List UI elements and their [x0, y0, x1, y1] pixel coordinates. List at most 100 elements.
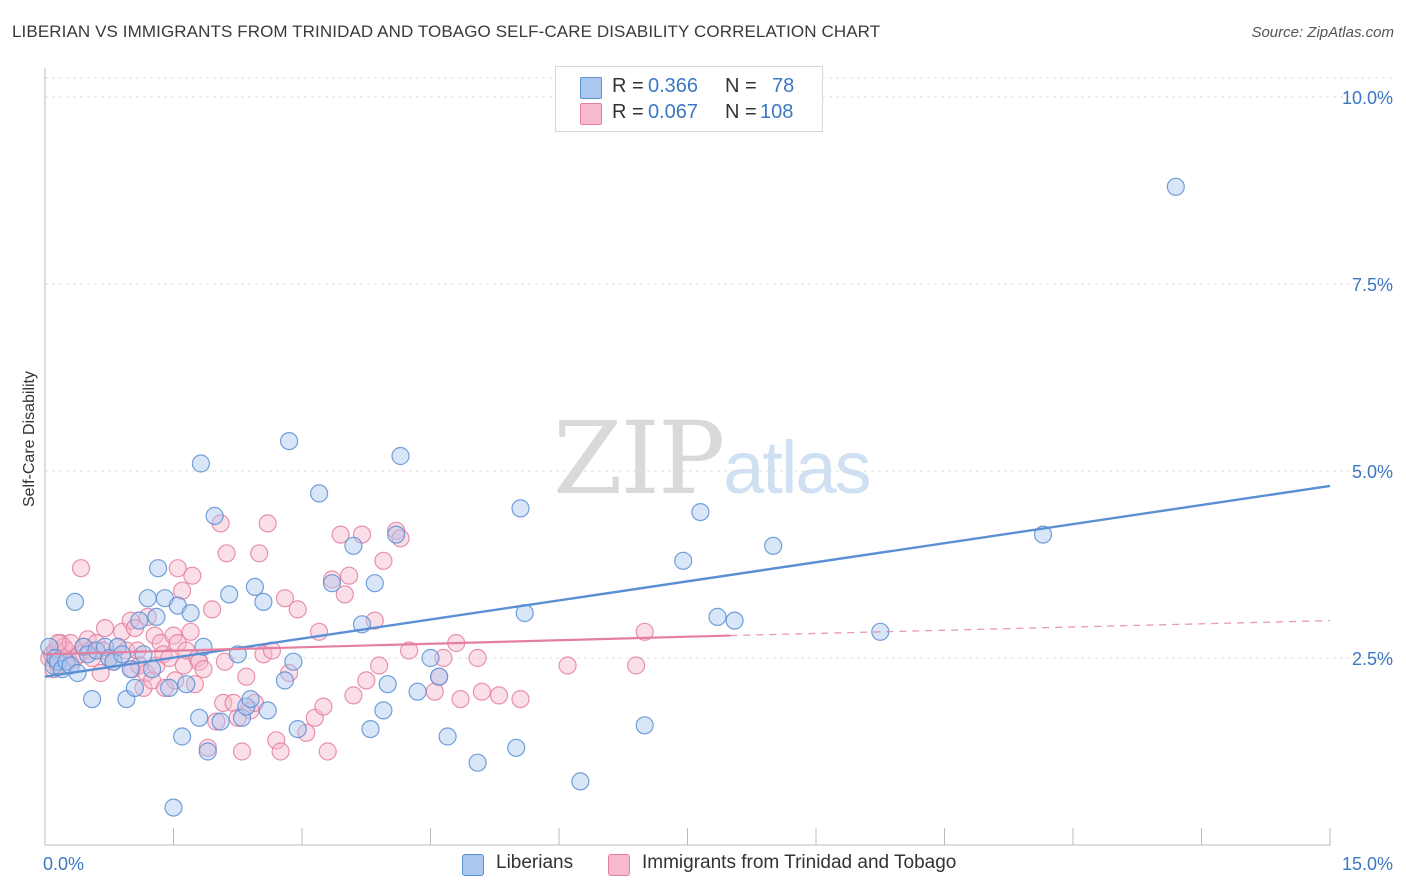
liberian-point [82, 689, 102, 709]
trinidad-point [340, 566, 359, 585]
x-tick-label: 15.0% [1342, 854, 1393, 874]
correlation-legend: R = 0.366 N = 78 R = 0.067 N = 108 [555, 66, 823, 132]
liberian-point [571, 772, 590, 791]
liberian-point [408, 682, 427, 701]
liberian-point [143, 660, 162, 679]
watermark-atlas: atlas [723, 426, 871, 509]
trinidad-point [181, 622, 200, 641]
series-swatch-blue [462, 854, 484, 876]
trinidad-point [489, 686, 509, 705]
trinidad-point [168, 559, 187, 578]
watermark: ZIPatlas [553, 400, 872, 517]
y-axis-label: Self-Care Disability [21, 370, 38, 508]
trinidad-point [288, 600, 307, 619]
gridlines [45, 77, 1392, 659]
liberian-point [378, 675, 397, 694]
trinidad-point [374, 551, 393, 570]
legend-n-value: 78 [772, 75, 795, 97]
trinidad-point [207, 712, 226, 731]
liberian-point [284, 652, 303, 671]
liberian-point [130, 611, 149, 630]
trinidad-point [145, 626, 164, 645]
liberian-point [387, 525, 406, 544]
liberian-trend-line [44, 484, 1331, 678]
liberian-point [322, 574, 342, 593]
liberian-point [147, 607, 166, 627]
liberian-point [361, 719, 380, 739]
liberian-point [160, 678, 179, 698]
trinidad-trend-extension [730, 619, 1331, 637]
series-swatch-pink [608, 854, 630, 876]
liberian-point [112, 645, 132, 664]
liberian-point [310, 484, 329, 503]
trinidad-point [250, 544, 269, 563]
legend-r-label: R = [612, 75, 644, 97]
trinidad-point [237, 667, 256, 686]
trinidad-point [95, 618, 115, 638]
liberian-point [288, 719, 307, 739]
liberian-point [635, 716, 654, 735]
trinidad-point [203, 600, 222, 619]
chart-title: LIBERIAN VS IMMIGRANTS FROM TRINIDAD AND… [12, 22, 881, 41]
trinidad-point [425, 682, 444, 701]
liberian-point [507, 738, 526, 757]
trinidad-point [335, 585, 354, 604]
watermark-zip: ZIP [553, 400, 725, 517]
trinidad-point [344, 686, 363, 705]
liberian-point [40, 637, 59, 656]
legend-r-label: R = [612, 101, 644, 123]
liberian-point [254, 592, 273, 612]
liberian-point [191, 454, 210, 473]
y-tick-label: 10.0% [1342, 88, 1393, 108]
liberian-point [173, 727, 192, 746]
liberian-point [374, 701, 393, 720]
y-tick-label: 5.0% [1352, 462, 1393, 482]
liberian-point [95, 637, 115, 656]
liberian-point [430, 667, 449, 686]
trinidad-point [173, 581, 192, 600]
liberian-point [149, 559, 168, 578]
liberian-point [232, 708, 252, 727]
liberian-point [258, 701, 277, 720]
trinidad-point [211, 514, 230, 533]
trinidad-point [314, 697, 333, 716]
liberian-point [205, 506, 224, 526]
trinidad-point [258, 514, 277, 533]
liberian-point [190, 708, 209, 727]
trinidad-point [468, 648, 487, 668]
legend-swatch-blue [580, 77, 602, 99]
liberian-point [138, 589, 157, 608]
trinidad-point [71, 559, 91, 578]
trinidad-point [275, 589, 294, 608]
liberian-point [344, 536, 363, 555]
axes [44, 68, 1331, 846]
liberian-point [164, 798, 183, 817]
liberian-point [391, 446, 410, 466]
liberian-point [468, 753, 487, 772]
liberian-point [1166, 177, 1185, 196]
series-legend-label: Liberians [496, 852, 574, 873]
liberian-point [220, 585, 239, 604]
data-points [40, 177, 1185, 817]
liberian-point [275, 671, 294, 690]
trinidad-point [267, 731, 286, 750]
trinidad-point [214, 693, 233, 713]
trinidad-point [511, 689, 530, 709]
x-tick-label: 0.0% [43, 854, 84, 874]
trinidad-point [254, 645, 273, 664]
liberian-point [245, 577, 264, 597]
y-tick-label: 7.5% [1352, 275, 1393, 295]
trinidad-point [232, 742, 252, 761]
liberian-point [674, 551, 693, 570]
liberian-point [177, 675, 196, 694]
trinidad-trend-line [44, 634, 731, 656]
trinidad-point [434, 648, 453, 668]
legend-r-value: 0.366 [648, 75, 699, 97]
liberian-point [181, 603, 200, 623]
trinidad-point [357, 671, 376, 690]
liberian-point [241, 689, 260, 709]
liberian-point [708, 607, 727, 627]
legend-n-label: N = [725, 101, 757, 123]
liberian-point [511, 499, 530, 518]
